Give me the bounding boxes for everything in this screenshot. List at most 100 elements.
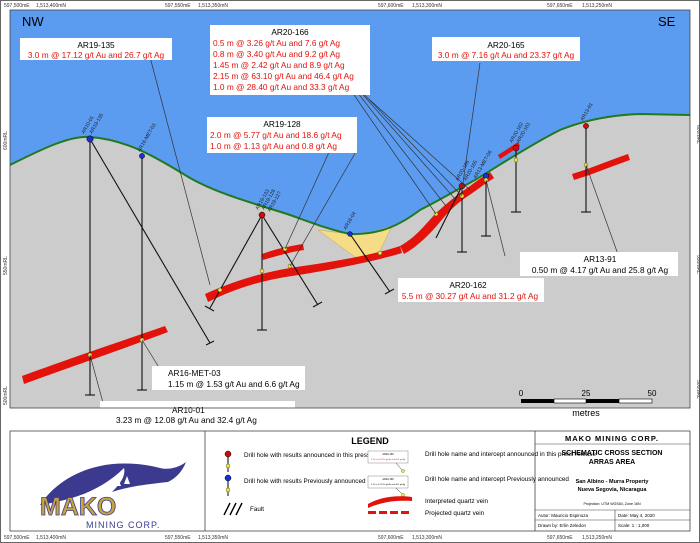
legend-projected-vein-symbol	[368, 511, 409, 514]
hole-ar20-165	[435, 185, 463, 239]
svg-text:0.50 m @ 4.17 g/t Au and 25.8: 0.50 m @ 4.17 g/t Au and 25.8 g/t Ag	[532, 265, 669, 275]
legend-item-blue: Drill hole with results Previously annou…	[244, 478, 366, 485]
intercept-dot	[259, 268, 265, 274]
svg-text:AR20-166: AR20-166	[382, 478, 394, 481]
vein-small-left	[262, 244, 304, 260]
section-frame	[9, 9, 691, 409]
intercept-dot	[513, 157, 519, 163]
svg-text:AR16-MET-03: AR16-MET-03	[168, 368, 221, 378]
svg-text:2.15 m @ 63.10 g/t Au and 46.4: 2.15 m @ 63.10 g/t Au and 46.4 g/t Ag	[371, 458, 405, 461]
svg-text:AR19-135: AR19-135	[77, 40, 115, 50]
title-line1: SCHEMATIC CROSS SECTION	[562, 450, 663, 457]
company-name: MAKO MINING CORP.	[565, 434, 659, 443]
direction-right: SE	[658, 14, 676, 29]
hole-ar19-135	[89, 138, 211, 344]
scale-tick-50: 50	[648, 389, 657, 398]
svg-text:1.0 m @ 28.40 g/t Au and 33.3: 1.0 m @ 28.40 g/t Au and 33.3 g/t Ag	[213, 82, 350, 92]
collar-ar16-04	[347, 231, 353, 237]
legend-item-name-black: Drill hole name and intercept Previously…	[425, 476, 569, 483]
hole-ar16-04-cap	[384, 288, 395, 295]
legend-sample-red	[367, 450, 409, 464]
hole-ar19-135-cap	[205, 340, 215, 346]
callout-ar13-91: AR13-91 0.50 m @ 4.17 g/t Au and 25.8 g/…	[520, 252, 678, 276]
svg-text:0.8 m @ 3.40 g/t Au and 9.2 g/: 0.8 m @ 3.40 g/t Au and 9.2 g/t Ag	[213, 49, 340, 59]
legend-item-vein: Interpreted quartz vein	[425, 498, 489, 505]
vein-main	[205, 246, 402, 302]
svg-text:1,513,400mN: 1,513,400mN	[36, 3, 66, 9]
shark-icon	[40, 462, 186, 505]
collar-ar19-128	[258, 211, 266, 219]
svg-text:AR20-166: AR20-166	[271, 27, 309, 37]
drill-holes	[85, 126, 591, 396]
svg-text:MINING CORP.: MINING CORP.	[86, 520, 160, 530]
callout-ar19-128: AR19-128 2.0 m @ 5.77 g/t Au and 18.6 g/…	[207, 117, 357, 153]
hole-ar19-127-cap	[312, 301, 323, 308]
svg-text:597,500mE: 597,500mE	[4, 535, 30, 541]
scale-tick-0: 0	[519, 389, 524, 398]
svg-text:500mRL: 500mRL	[695, 380, 700, 399]
intercept-dot	[377, 250, 383, 256]
hole-ar19-133	[209, 214, 263, 309]
intercept-dot	[217, 287, 223, 293]
hole-ar19-133-cap	[204, 305, 215, 312]
callout-ar10-01	[100, 401, 295, 408]
svg-text:550mRL: 550mRL	[3, 256, 9, 275]
svg-text:3.0 m @ 7.16 g/t Au and 23.37: 3.0 m @ 7.16 g/t Au and 23.37 g/t Ag	[438, 50, 575, 60]
callout-ar10-01-title: AR10-01	[172, 405, 205, 415]
title-block: MAKO MINING CORP. SCHEMATIC CROSS SECTIO…	[535, 434, 690, 531]
svg-text:550mRL: 550mRL	[695, 255, 700, 274]
collar-ar20-161	[512, 144, 520, 152]
title-line2: ARRAS AREA	[589, 459, 635, 466]
shark-teeth	[114, 476, 130, 486]
svg-text:3.0 m @ 17.12 g/t Au and 26.7: 3.0 m @ 17.12 g/t Au and 26.7 g/t Ag	[28, 50, 165, 60]
svg-text:600mRL: 600mRL	[695, 125, 700, 144]
legend-item-projected-vein: Projected quartz vein	[425, 510, 485, 517]
scale-unit: metres	[572, 408, 600, 418]
svg-text:AR19-128: AR19-128	[263, 119, 301, 129]
svg-text:AR20-166: AR20-166	[382, 453, 394, 456]
date: Date: May 4, 2020	[618, 513, 655, 518]
projection-note: Projection: UTM WGS84, Zone 16N	[583, 502, 641, 506]
svg-text:597,500mE: 597,500mE	[4, 3, 30, 9]
svg-text:1.45 m @ 2.42 g/t Au and 8.9 g: 1.45 m @ 2.42 g/t Au and 8.9 g/t Ag	[213, 60, 345, 70]
svg-text:5.5 m @ 30.27 g/t Au and 31.2: 5.5 m @ 30.27 g/t Au and 31.2 g/t Ag	[402, 291, 539, 301]
svg-text:597,550mE: 597,550mE	[165, 3, 191, 9]
svg-text:MAKO: MAKO	[40, 493, 116, 521]
callout-ar19-135: AR19-135 3.0 m @ 17.12 g/t Au and 26.7 g…	[20, 38, 172, 60]
scale-ratio: Scale: 1 : 1,000	[618, 523, 650, 528]
callout-ar20-166: AR20-166 0.5 m @ 3.26 g/t Au and 7.6 g/t…	[210, 25, 370, 95]
svg-text:1,513,300mN: 1,513,300mN	[412, 535, 442, 541]
svg-text:AR13-91: AR13-91	[584, 254, 617, 264]
svg-text:AR20-165: AR20-165	[487, 40, 525, 50]
svg-text:1.15 m @ 1.53 g/t Au and 6.6 g: 1.15 m @ 1.53 g/t Au and 6.6 g/t Ag	[168, 379, 300, 389]
vein-steep	[400, 172, 494, 254]
svg-text:2.15 m @ 63.10 g/t Au and 46.4: 2.15 m @ 63.10 g/t Au and 46.4 g/t Ag	[213, 71, 354, 81]
hole-ar19-127	[261, 214, 319, 306]
svg-text:1,513,250mN: 1,513,250mN	[582, 3, 612, 9]
collar-ar10-01	[86, 135, 94, 143]
vein-lower-left	[22, 326, 168, 384]
collar-ar16-met-03	[139, 153, 145, 159]
svg-text:1,513,350mN: 1,513,350mN	[198, 3, 228, 9]
hole-ar16-04	[349, 233, 391, 293]
bottom-coordinates: 597,500mE 1,513,400mN 597,550mE 1,513,35…	[4, 535, 612, 541]
elevation-ticks: 600mRL 550mRL 500mRL 600mRL 550mRL 500mR…	[3, 125, 700, 405]
callout-ar10-01-line: 3.23 m @ 12.08 g/t Au and 32.4 g/t Ag	[116, 415, 257, 425]
svg-text:2.0 m @ 5.77 g/t Au and 18.6 g: 2.0 m @ 5.77 g/t Au and 18.6 g/t Ag	[210, 130, 342, 140]
legend-item-name-red: Drill hole name and intercept announced …	[425, 451, 596, 458]
legend-title: LEGEND	[351, 436, 389, 446]
property-line1: San Albino - Murra Property	[576, 479, 650, 485]
legend-sample-black	[367, 475, 409, 489]
author: Autor: Mauricio Espinoza	[538, 513, 589, 518]
direction-left: NW	[22, 14, 44, 29]
svg-text:597,650mE: 597,650mE	[547, 535, 573, 541]
fault-icon	[223, 502, 243, 516]
top-coordinates: 597,500mE 1,513,400mN 597,550mE 1,513,35…	[4, 3, 612, 9]
svg-text:1,513,300mN: 1,513,300mN	[412, 3, 442, 9]
legend-item-red: Drill hole with results announced in thi…	[244, 452, 393, 459]
callout-ar20-162: AR20-162 5.5 m @ 30.27 g/t Au and 31.2 g…	[398, 278, 544, 302]
svg-text:597,600mE: 597,600mE	[378, 535, 404, 541]
drawn-by: Drawn by: Erlin Zeledon	[538, 523, 587, 528]
svg-text:1,513,350mN: 1,513,350mN	[198, 535, 228, 541]
svg-text:1,513,250mN: 1,513,250mN	[582, 535, 612, 541]
